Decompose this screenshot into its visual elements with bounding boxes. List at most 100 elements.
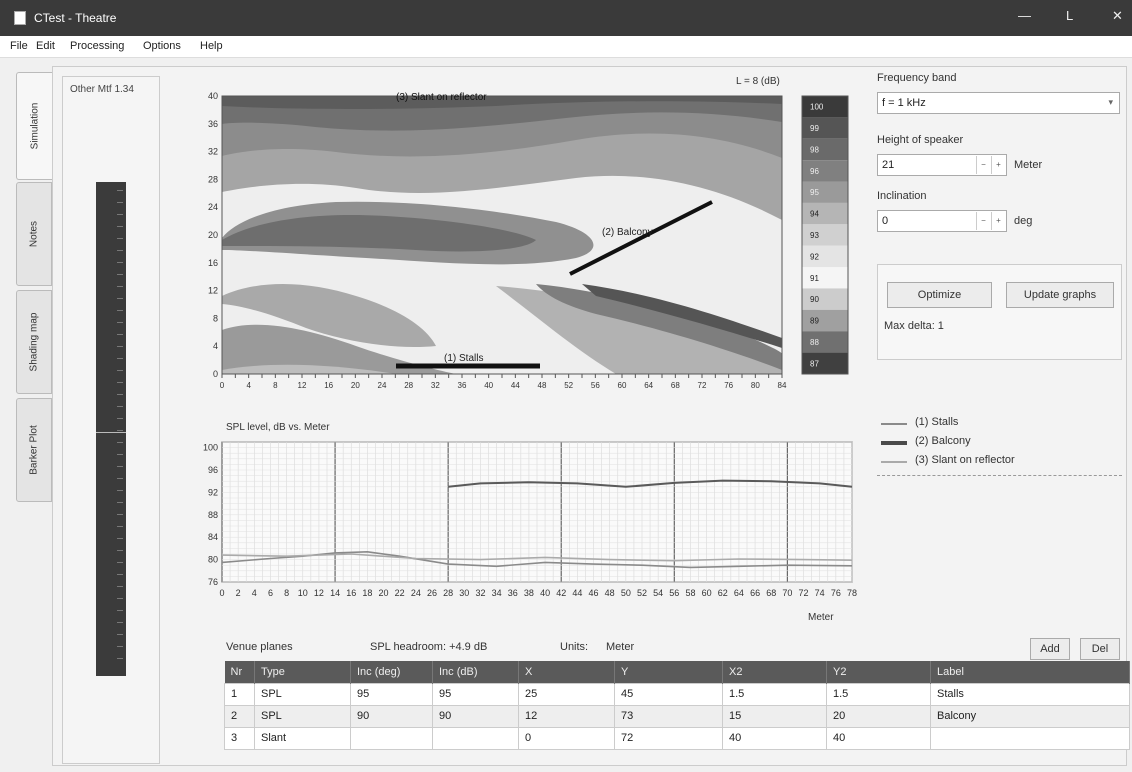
chart-x-tick: 42 xyxy=(556,588,566,598)
update-graphs-button[interactable]: Update graphs xyxy=(1006,282,1114,308)
chart-x-tick: 52 xyxy=(637,588,647,598)
chart-x-label: Meter xyxy=(808,612,834,623)
add-button[interactable]: Add xyxy=(1030,638,1070,660)
table-cell[interactable]: SPL xyxy=(254,682,351,706)
meter-tick xyxy=(117,382,123,383)
column-header[interactable]: X xyxy=(518,661,615,683)
balcony-plane[interactable] xyxy=(569,200,713,276)
table-cell[interactable]: 25 xyxy=(518,682,615,706)
column-header[interactable]: Y2 xyxy=(826,661,931,683)
map-x-axis: 0 4 8 12 16 20 24 28 32 36 40 44 48 52 56 60 64 68 72 76 80 8… xyxy=(220,374,787,390)
table-cell[interactable]: 2 xyxy=(224,704,255,728)
decrement-icon[interactable]: − xyxy=(976,212,990,230)
column-header[interactable]: Y xyxy=(614,661,723,683)
chart-x-tick: 72 xyxy=(799,588,809,598)
table-cell[interactable]: 1.5 xyxy=(722,682,827,706)
contour-map: (2) Balcony (1) Stalls (3) Slant on refl… xyxy=(208,76,849,390)
series-line xyxy=(448,479,853,488)
table-row[interactable]: 1 SPL 95 95 25 45 1.5 1.5 Stalls xyxy=(224,682,1130,706)
table-cell[interactable]: 1.5 xyxy=(826,682,931,706)
table-row[interactable]: 2 SPL 90 90 12 73 15 20 Balcony xyxy=(224,704,1130,728)
table-cell[interactable]: 95 xyxy=(350,682,433,706)
tab-barker-plot[interactable]: Barker Plot xyxy=(16,398,52,502)
table-cell[interactable]: 90 xyxy=(350,704,433,728)
table-cell[interactable] xyxy=(350,726,433,750)
map-x-tick: 48 xyxy=(538,381,547,390)
chart-y-tick: 84 xyxy=(208,532,218,542)
meter-tick xyxy=(117,514,123,515)
chart-x-tick: 14 xyxy=(330,588,340,598)
balcony-label: (2) Balcony xyxy=(602,227,653,238)
table-header: Nr Type Inc (deg) Inc (dB) X Y X2 Y2 Lab… xyxy=(224,661,1130,683)
table-cell[interactable]: 40 xyxy=(722,726,827,750)
tab-notes[interactable]: Notes xyxy=(16,182,52,286)
meter-tick xyxy=(117,586,123,587)
optimize-group xyxy=(877,264,1122,360)
map-x-tick: 56 xyxy=(591,381,600,390)
series-legend: (1) Stalls (2) Balcony (3) Slant on refl… xyxy=(877,414,1122,476)
legend-swatch xyxy=(881,441,907,445)
close-button[interactable]: ✕ xyxy=(1112,8,1123,23)
legend-swatch xyxy=(881,461,907,463)
menu-file[interactable]: File xyxy=(10,40,28,52)
table-cell[interactable]: 72 xyxy=(614,726,723,750)
meter-tick xyxy=(117,226,123,227)
table-cell[interactable] xyxy=(432,726,519,750)
menu-options[interactable]: Options xyxy=(143,40,181,52)
table-cell[interactable]: Balcony xyxy=(930,704,1130,728)
table-cell[interactable]: Stalls xyxy=(930,682,1130,706)
table-cell[interactable]: 95 xyxy=(432,682,519,706)
increment-icon[interactable]: + xyxy=(991,156,1005,174)
tab-shading-map[interactable]: Shading map xyxy=(16,290,52,394)
menu-processing[interactable]: Processing xyxy=(70,40,125,52)
venue-table: Nr Type Inc (deg) Inc (dB) X Y X2 Y2 Lab… xyxy=(224,661,1130,750)
delete-button[interactable]: Del xyxy=(1080,638,1120,660)
chart-x-tick: 54 xyxy=(653,588,663,598)
meter-tick xyxy=(117,430,123,431)
meter-tick xyxy=(117,490,123,491)
column-header[interactable]: Type xyxy=(254,661,351,683)
table-cell[interactable]: 90 xyxy=(432,704,519,728)
meter-tick xyxy=(117,442,123,443)
chart-x-tick: 8 xyxy=(284,588,289,598)
maximize-button[interactable]: L xyxy=(1066,8,1074,23)
inclination-unit: deg xyxy=(1014,215,1033,227)
tab-simulation[interactable]: Simulation xyxy=(16,72,52,180)
table-cell[interactable]: 0 xyxy=(518,726,615,750)
menu-edit[interactable]: Edit xyxy=(36,40,55,52)
menu-help[interactable]: Help xyxy=(200,40,223,52)
chart-x-tick: 74 xyxy=(815,588,825,598)
optimize-button[interactable]: Optimize xyxy=(887,282,992,308)
column-header[interactable]: Inc (dB) xyxy=(432,661,519,683)
legend-band xyxy=(802,138,848,161)
column-header[interactable]: X2 xyxy=(722,661,827,683)
inclination-spinbox[interactable]: 0 − + xyxy=(877,210,1007,232)
chart-x-tick: 46 xyxy=(589,588,599,598)
spl-chart: SPL level, dB vs. Meter 100969288848076 … xyxy=(203,422,857,623)
table-cell[interactable]: 15 xyxy=(722,704,827,728)
table-cell[interactable]: SPL xyxy=(254,704,351,728)
column-header[interactable]: Nr xyxy=(224,661,255,683)
map-x-tick: 52 xyxy=(564,381,573,390)
table-cell[interactable]: Slant xyxy=(254,726,351,750)
meter-tick xyxy=(117,574,123,575)
table-cell[interactable]: 73 xyxy=(614,704,723,728)
column-header[interactable]: Label xyxy=(930,661,1130,683)
table-cell[interactable]: 12 xyxy=(518,704,615,728)
height-spinbox[interactable]: 21 − + xyxy=(877,154,1007,176)
table-cell[interactable]: 3 xyxy=(224,726,255,750)
legend-value: 90 xyxy=(810,295,819,304)
table-cell[interactable] xyxy=(930,726,1130,750)
increment-icon[interactable]: + xyxy=(991,212,1005,230)
table-cell[interactable]: 40 xyxy=(826,726,931,750)
table-row[interactable]: 3 Slant 0 72 40 40 xyxy=(224,726,1130,750)
frequency-band-select[interactable]: f = 1 kHz ▾ xyxy=(877,92,1120,114)
table-cell[interactable]: 45 xyxy=(614,682,723,706)
minimize-button[interactable]: — xyxy=(1018,8,1031,23)
table-cell[interactable]: 20 xyxy=(826,704,931,728)
units-value[interactable]: Meter xyxy=(606,641,635,653)
table-cell[interactable]: 1 xyxy=(224,682,255,706)
decrement-icon[interactable]: − xyxy=(976,156,990,174)
column-header[interactable]: Inc (deg) xyxy=(350,661,433,683)
chart-y-tick: 96 xyxy=(208,465,218,475)
